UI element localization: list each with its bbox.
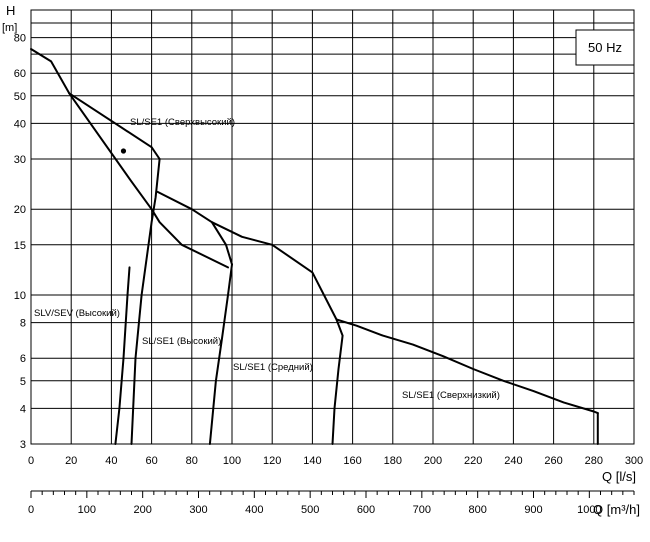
x2-tick-label: 600 xyxy=(357,504,375,516)
curves xyxy=(30,48,599,445)
performance-curve-5 xyxy=(210,221,233,266)
x2-tick-label: 700 xyxy=(413,504,431,516)
x-tick-label: 240 xyxy=(504,455,522,467)
x-tick-label: 140 xyxy=(303,455,321,467)
annotation-extra-high: SL/SE1 (Сверхвысокий) xyxy=(130,117,235,128)
y-tick-label: 5 xyxy=(20,376,26,388)
secondary-x-axis: 0 100 200 300 400 500 600 700 800 900 1000 xyxy=(28,490,635,516)
y-tick-label: 80 xyxy=(14,33,26,45)
x-tick-label: 20 xyxy=(65,455,77,467)
annotation-marker xyxy=(120,148,127,154)
x2-tick-label: 500 xyxy=(301,504,319,516)
x2-tick-label: 300 xyxy=(189,504,207,516)
performance-curve-0 xyxy=(30,48,161,160)
x-tick-label: 280 xyxy=(585,455,603,467)
y-tick-label: 8 xyxy=(20,318,26,330)
performance-curve-7 xyxy=(331,318,344,445)
x-tick-label: 120 xyxy=(263,455,281,467)
x-tick-label: 300 xyxy=(625,455,643,467)
x-tick-label: 40 xyxy=(105,455,117,467)
annotations: SL/SE1 (Сверхвысокий) SLV/SEV (Высокий) … xyxy=(34,117,500,401)
y-tick-label: 20 xyxy=(14,204,26,216)
x2-axis-label: Q [m³/h] xyxy=(593,502,640,517)
annotation-extra-low: SL/SE1 (Сверхнизкий) xyxy=(402,390,500,401)
annotation-slv-high: SLV/SEV (Высокий) xyxy=(34,308,120,319)
annotation-high: SL/SE1 (Высокий) xyxy=(142,336,221,347)
y-tick-label: 6 xyxy=(20,353,26,365)
x2-tick-label: 400 xyxy=(245,504,263,516)
y-tick-label: 50 xyxy=(14,91,26,103)
x-tick-label: 0 xyxy=(28,455,34,467)
x-tick-label: 80 xyxy=(186,455,198,467)
x-tick-labels: 0 20 40 60 80 100 120 140 160 180 200 220 240 260 280 3… xyxy=(28,455,643,467)
x2-tick-label: 100 xyxy=(78,504,96,516)
annotation-medium: SL/SE1 (Средний) xyxy=(233,362,313,373)
y-tick-label: 10 xyxy=(14,290,26,302)
performance-curve-6 xyxy=(208,263,233,445)
legend-box: 50 Hz xyxy=(575,29,635,66)
y-tick-label: 4 xyxy=(20,403,26,415)
performance-curve-3 xyxy=(114,266,131,445)
y-tick-label: 60 xyxy=(14,68,26,80)
x-axis-label: Q [l/s] xyxy=(602,469,636,484)
y-tick-label: 15 xyxy=(14,240,26,252)
y-tick-label: 30 xyxy=(14,154,26,166)
y-tick-label: 3 xyxy=(20,439,26,451)
y-axis-label: H xyxy=(6,3,15,18)
x2-tick-label: 1000 xyxy=(577,504,601,516)
x-tick-label: 260 xyxy=(544,455,562,467)
x-tick-label: 180 xyxy=(384,455,402,467)
performance-curve-2 xyxy=(130,158,161,445)
x-tick-label: 100 xyxy=(223,455,241,467)
x-tick-label: 220 xyxy=(464,455,482,467)
performance-curve-1 xyxy=(68,92,229,269)
x-tick-label: 60 xyxy=(145,455,157,467)
x2-tick-label: 200 xyxy=(133,504,151,516)
x2-tick-label: 900 xyxy=(524,504,542,516)
y-axis-unit: [m] xyxy=(2,22,17,34)
y-tick-labels: 3 4 5 6 8 10 15 20 30 40 50 60 80 xyxy=(14,33,26,451)
x2-tick-label: 800 xyxy=(468,504,486,516)
x-tick-label: 160 xyxy=(343,455,361,467)
grid xyxy=(30,9,635,445)
x2-tick-label: 0 xyxy=(28,504,34,516)
performance-curve-4 xyxy=(156,190,599,415)
y-tick-label: 40 xyxy=(14,118,26,130)
x-tick-label: 200 xyxy=(424,455,442,467)
frequency-label: 50 Hz xyxy=(588,40,622,55)
